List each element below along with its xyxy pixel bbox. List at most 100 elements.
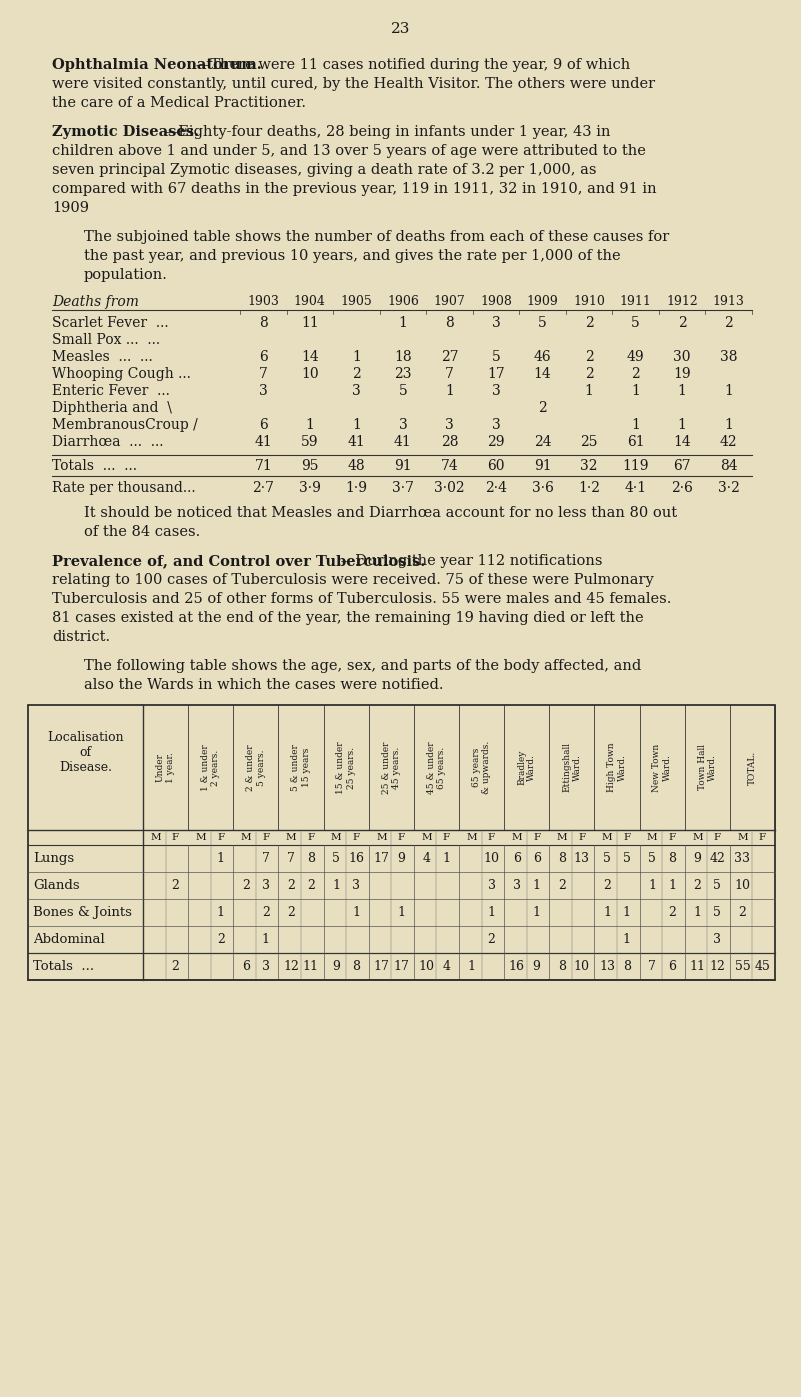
Text: 38: 38 [720,351,738,365]
Text: 3: 3 [492,316,501,330]
Text: 5: 5 [538,316,547,330]
Text: also the Wards in which the cases were notified.: also the Wards in which the cases were n… [84,678,444,692]
Text: 1: 1 [262,933,270,946]
Text: 1: 1 [678,384,686,398]
Text: M: M [421,833,432,842]
Text: 8: 8 [259,316,268,330]
Text: 11: 11 [301,316,319,330]
Text: 2: 2 [585,351,594,365]
Text: 3·9: 3·9 [299,481,320,495]
Text: 3·7: 3·7 [392,481,414,495]
Text: 1: 1 [533,879,541,893]
Text: 16: 16 [509,960,525,972]
Text: 7: 7 [259,367,268,381]
Text: 1905: 1905 [340,295,372,307]
Text: 1912: 1912 [666,295,698,307]
Text: 6: 6 [242,960,250,972]
Text: 3: 3 [352,384,360,398]
Text: 1909: 1909 [52,201,89,215]
Text: 19: 19 [674,367,691,381]
Text: Bones & Joints: Bones & Joints [33,907,132,919]
Text: 71: 71 [255,460,272,474]
Text: 17: 17 [393,960,409,972]
Text: Rate per thousand...: Rate per thousand... [52,481,195,495]
Text: The following table shows the age, sex, and parts of the body affected, and: The following table shows the age, sex, … [84,659,642,673]
Text: F: F [623,833,630,842]
Text: 1: 1 [352,351,360,365]
Text: 1908: 1908 [480,295,512,307]
Text: 3: 3 [262,879,270,893]
Text: 14: 14 [674,434,691,448]
Text: F: F [759,833,766,842]
Text: 42: 42 [709,852,725,865]
Text: 10: 10 [735,879,751,893]
Text: 3·02: 3·02 [434,481,465,495]
Text: 2: 2 [262,907,270,919]
Text: 2: 2 [352,367,360,381]
Text: M: M [376,833,387,842]
Text: 29: 29 [487,434,505,448]
Text: 24: 24 [533,434,551,448]
Text: F: F [533,833,540,842]
Text: 7: 7 [648,960,656,972]
Text: 3: 3 [713,933,721,946]
Text: F: F [352,833,360,842]
Text: M: M [557,833,567,842]
Text: M: M [602,833,613,842]
Text: 4·1: 4·1 [625,481,646,495]
Text: 8: 8 [445,316,454,330]
Text: 2·4: 2·4 [485,481,507,495]
Text: 5: 5 [713,879,721,893]
Text: 2: 2 [488,933,496,946]
Text: 119: 119 [622,460,649,474]
Text: the past year, and previous 10 years, and gives the rate per 1,000 of the: the past year, and previous 10 years, an… [84,249,621,263]
Text: 2: 2 [739,907,747,919]
Text: F: F [578,833,586,842]
Text: 41: 41 [394,434,412,448]
Text: Bradley
Ward.: Bradley Ward. [517,750,537,785]
Text: 25: 25 [581,434,598,448]
Text: Small Pox ...  ...: Small Pox ... ... [52,332,160,346]
Text: 7: 7 [287,852,295,865]
Text: 5: 5 [713,907,721,919]
Text: 2: 2 [242,879,250,893]
Text: 3: 3 [492,418,501,432]
Text: 5: 5 [492,351,501,365]
Text: 6: 6 [513,852,521,865]
Text: Tuberculosis and 25 of other forms of Tuberculosis. 55 were males and 45 females: Tuberculosis and 25 of other forms of Tu… [52,592,671,606]
Text: 18: 18 [394,351,412,365]
Text: 32: 32 [581,460,598,474]
Text: 45: 45 [755,960,771,972]
Text: 41: 41 [348,434,365,448]
Text: 1: 1 [468,960,476,972]
Text: Localisation
of
Disease.: Localisation of Disease. [47,731,124,774]
Text: F: F [488,833,495,842]
Text: 13: 13 [574,852,590,865]
Text: 3: 3 [513,879,521,893]
Bar [28,705,775,981]
Text: Diphtheria and  \: Diphtheria and \ [52,401,172,415]
Text: Glands: Glands [33,879,79,893]
Text: 5: 5 [332,852,340,865]
Text: 10: 10 [301,367,319,381]
Text: 2: 2 [678,316,686,330]
Text: 1: 1 [305,418,314,432]
Text: Prevalence of, and Control over Tuberculosis.: Prevalence of, and Control over Tubercul… [52,555,425,569]
Text: 49: 49 [627,351,645,365]
Text: children above 1 and under 5, and 13 over 5 years of age were attributed to the: children above 1 and under 5, and 13 ove… [52,144,646,158]
Text: 28: 28 [441,434,458,448]
Text: M: M [647,833,658,842]
Text: 3: 3 [259,384,268,398]
Text: 10: 10 [418,960,434,972]
Text: Diarrhœa  ...  ...: Diarrhœa ... ... [52,434,163,448]
Text: Totals  ...  ...: Totals ... ... [52,460,137,474]
Text: 2: 2 [538,401,547,415]
Text: 2: 2 [603,879,611,893]
Text: 1: 1 [442,852,450,865]
Text: M: M [512,833,522,842]
Text: 1911: 1911 [620,295,651,307]
Text: 17: 17 [373,852,389,865]
Text: 1: 1 [216,852,224,865]
Text: 45 & under
65 years.: 45 & under 65 years. [427,742,446,793]
Text: 1: 1 [623,907,631,919]
